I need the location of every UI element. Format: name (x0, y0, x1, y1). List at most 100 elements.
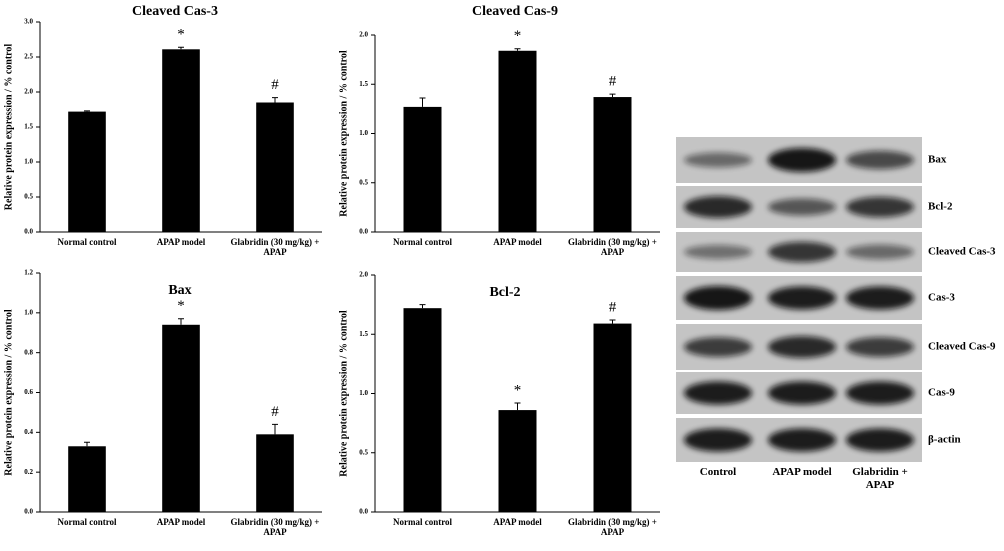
x-tick-label-box: Normal control (392, 517, 453, 527)
error-bar (84, 441, 90, 447)
bar (593, 323, 632, 512)
error-bar (84, 110, 90, 112)
blot-lane-label-box: APAP model (772, 466, 832, 478)
significance-mark: # (271, 77, 279, 93)
significance-mark: * (177, 298, 185, 314)
blot-row-label: β-actin (928, 434, 961, 446)
x-tick-label-box: Glabridin (30 mg/kg) + APAP (568, 517, 657, 538)
blot-band (846, 428, 914, 452)
blot-lane-label: Glabridin + APAP (852, 466, 908, 491)
y-axis-label: Relative protein expression / % control (338, 310, 349, 477)
y-tick-label: 1.0 (359, 389, 368, 397)
bar (256, 434, 294, 512)
bar (68, 111, 106, 232)
y-tick-label: 1.5 (24, 123, 33, 131)
x-tick-label-box: Normal control (57, 237, 117, 247)
blot-band (846, 150, 914, 170)
x-tick-label: Glabridin (30 mg/kg) + APAP (230, 237, 320, 258)
x-tick-label: APAP model (156, 237, 206, 247)
y-tick-label: 0.4 (24, 428, 33, 436)
chart-title: Bax (168, 283, 191, 298)
y-axis-label: Relative protein expression / % control (338, 50, 349, 217)
chart-title: Bcl-2 (489, 285, 520, 300)
x-tick-label-box: APAP model (493, 517, 542, 527)
x-tick-label: Normal control (392, 237, 453, 247)
x-tick-label: Normal control (57, 237, 117, 247)
significance-mark: # (609, 299, 617, 315)
x-tick-label-box: APAP model (493, 237, 542, 247)
x-tick-label: Normal control (57, 517, 117, 527)
blot-lane-label: Control (699, 466, 737, 478)
bar (498, 50, 537, 233)
blot-band (768, 286, 836, 310)
blot-row-label: Bcl-2 (928, 201, 953, 213)
error-bar (178, 318, 184, 325)
y-tick-label: 3.0 (24, 18, 33, 26)
blot-row-label: Cas-9 (928, 387, 955, 399)
x-tick-label-box: APAP model (156, 237, 206, 247)
y-tick-label: 0.0 (359, 508, 368, 516)
y-tick-label: 0.5 (24, 193, 33, 201)
y-tick-label: 1.0 (24, 308, 33, 316)
blot-band (768, 336, 836, 358)
x-tick-label: APAP model (493, 237, 542, 247)
bar (593, 97, 632, 233)
y-axis-label: Relative protein expression / % control (3, 44, 14, 211)
y-tick-label: 1.0 (359, 129, 368, 137)
error-bar (514, 48, 521, 51)
bar (498, 410, 537, 512)
blot-band (684, 244, 752, 260)
y-tick-label: 2.0 (359, 31, 368, 39)
blot-row-label: Bax (928, 154, 947, 166)
x-tick-label-box: Glabridin (30 mg/kg) + APAP (230, 517, 320, 538)
error-bar (609, 93, 616, 98)
y-tick-label: 0.0 (24, 228, 33, 236)
significance-mark: # (271, 404, 279, 420)
blot-band (846, 196, 914, 218)
x-tick-label-box: Normal control (57, 517, 117, 527)
error-bar (178, 46, 184, 50)
bar (256, 102, 294, 232)
y-tick-label: 1.0 (24, 158, 33, 166)
chart-title: Cleaved Cas-3 (132, 4, 218, 19)
x-tick-label-box: Normal control (392, 237, 453, 247)
blot-band (684, 337, 752, 357)
x-tick-label: Glabridin (30 mg/kg) + APAP (568, 517, 657, 538)
y-tick-label: 0.0 (359, 228, 368, 236)
significance-mark: # (609, 74, 617, 90)
x-tick-label: Glabridin (30 mg/kg) + APAP (230, 517, 320, 538)
blot-lane-label: APAP model (772, 466, 832, 478)
blot-band (684, 152, 752, 168)
x-tick-label: APAP model (156, 517, 206, 527)
x-tick-label-box: Glabridin (30 mg/kg) + APAP (568, 237, 657, 258)
bar (162, 49, 200, 232)
blot-band (768, 198, 836, 216)
error-bar (272, 423, 278, 435)
error-bar (419, 97, 426, 107)
x-tick-label: Glabridin (30 mg/kg) + APAP (568, 237, 657, 258)
bar (162, 324, 200, 512)
blot-band (768, 241, 836, 263)
error-bar (419, 304, 426, 309)
y-axis-label: Relative protein expression / % control (3, 309, 14, 476)
bar (403, 308, 442, 512)
error-bar (514, 402, 521, 411)
blot-row-label: Cleaved Cas-3 (928, 246, 996, 258)
blot-band (846, 337, 914, 357)
y-tick-label: 0.5 (359, 448, 368, 456)
significance-mark: * (514, 28, 522, 44)
blot-band (684, 286, 752, 310)
blot-band (768, 381, 836, 405)
significance-mark: * (177, 27, 185, 43)
y-tick-label: 0.0 (24, 508, 33, 516)
blot-lane-label-box: Glabridin + APAP (852, 466, 908, 491)
x-tick-label: Normal control (392, 517, 453, 527)
error-bar (272, 97, 278, 103)
y-tick-label: 2.0 (359, 271, 368, 279)
x-tick-label: APAP model (493, 517, 542, 527)
significance-mark: * (514, 382, 522, 398)
blot-row-label: Cas-3 (928, 292, 955, 304)
y-tick-label: 1.5 (359, 330, 368, 338)
chart-title: Cleaved Cas-9 (472, 4, 558, 19)
